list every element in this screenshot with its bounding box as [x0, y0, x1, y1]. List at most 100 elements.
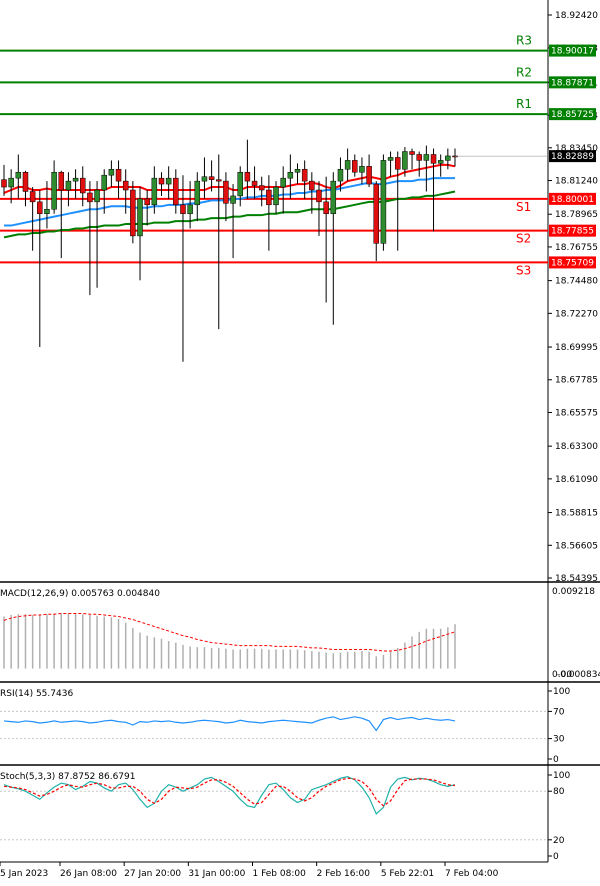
time-tick-label: 27 Jan 20:00: [124, 869, 181, 879]
level-price-box: [549, 224, 596, 237]
candle-bear: [173, 177, 179, 206]
level-price-box: [549, 76, 596, 89]
candle-bear: [180, 204, 186, 214]
candle-bull: [65, 180, 72, 191]
candle-bull: [380, 160, 387, 244]
stoch-tick-label: 100: [553, 771, 570, 781]
price-tick-label: 18.67785: [555, 376, 598, 386]
candle-bull: [187, 204, 193, 214]
stoch-tick-label: 20: [553, 836, 565, 846]
current-price-label: 18.82889: [551, 152, 594, 162]
current-price-box: [549, 150, 596, 163]
candle-bull: [15, 171, 22, 179]
level-price-box: [549, 108, 596, 121]
price-tick-label: 18.56605: [555, 541, 598, 551]
candle-bull: [8, 177, 14, 188]
macd-signal-line: [3, 612, 456, 652]
candle-bull: [165, 177, 172, 185]
macd-axis-bottom: -0.000834: [557, 670, 600, 680]
price-tick-label: 18.54395: [555, 574, 598, 584]
candle-bear: [352, 160, 358, 173]
rsi-tick-label: 30: [553, 735, 565, 745]
price-tick-label: 18.74480: [555, 277, 598, 287]
candle-bear: [301, 169, 308, 182]
candle-bear: [216, 179, 222, 182]
candle-bear: [37, 201, 43, 214]
macd-axis-top: 0.009218: [552, 587, 595, 597]
stoch-tick-label: 80: [553, 787, 565, 797]
candle-bull: [402, 151, 408, 170]
candle-bear: [130, 189, 136, 237]
candle-bear: [244, 171, 251, 182]
price-tick-label: 18.72270: [555, 309, 598, 319]
rsi-line: [3, 716, 456, 732]
candle-bull: [294, 169, 301, 173]
candle-bear: [22, 171, 29, 192]
stoch-d-line: [3, 777, 456, 807]
candle-bull: [423, 154, 430, 161]
macd-panel: MACD(12,26,9) 0.005763 0.004840 0.009218…: [0, 587, 600, 680]
candle-bear: [122, 180, 129, 191]
candle-bear: [208, 176, 215, 180]
candle-bear: [29, 191, 36, 203]
candle-bull: [230, 195, 236, 204]
price-tick-label: 18.78965: [555, 210, 598, 220]
price-tick-label: 18.81240: [555, 177, 598, 187]
candle-bear: [266, 189, 272, 206]
time-tick-label: 31 Jan 00:00: [188, 869, 245, 879]
rsi-label: RSI(14) 55.7436: [0, 689, 73, 699]
rsi-panel: RSI(14) 55.7436 100 70 30 0: [0, 687, 570, 765]
price-panel: 18.9242018.9019318.8787118.8564418.83450…: [0, 11, 598, 584]
candle-bear: [251, 180, 258, 186]
candle-bear: [309, 180, 315, 191]
time-tick-label: 5 Jan 2023: [0, 869, 48, 879]
candle-bear: [366, 166, 372, 185]
moving-average-line: [4, 177, 455, 227]
time-tick-label: 26 Jan 08:00: [60, 869, 117, 879]
macd-label: MACD(12,26,9) 0.005763 0.004840: [0, 589, 160, 599]
price-tick-label: 18.61090: [555, 475, 598, 485]
moving-average-line: [3, 190, 456, 239]
time-tick-label: 1 Feb 08:00: [253, 869, 307, 879]
price-tick-label: 18.65575: [555, 408, 598, 418]
candle-bear: [115, 169, 122, 182]
candle-bull: [237, 171, 243, 197]
candle-bear: [158, 177, 165, 185]
candle-bull: [44, 209, 50, 214]
candle-bull: [280, 177, 286, 188]
candle-bear: [409, 151, 415, 155]
candle-bear: [394, 157, 401, 170]
candle-bull: [151, 177, 158, 206]
time-axis: 5 Jan 2023 26 Jan 08:00 27 Jan 20:00 31 Jan…: [0, 862, 499, 879]
candle-bear: [373, 183, 380, 244]
candle-bull: [273, 186, 279, 206]
candle-bull: [101, 174, 107, 191]
stoch-k-line: [3, 775, 456, 815]
level-price-box: [549, 256, 596, 269]
candle-bull: [359, 166, 365, 173]
stoch-panel: Stoch(5,3,3) 87.8752 86.6791 100 80 20 0: [0, 771, 570, 862]
level-price-label: 18.87871: [551, 78, 594, 88]
candle-bear: [144, 198, 150, 206]
candle-bear: [323, 201, 329, 214]
rsi-tick-label: 100: [553, 687, 570, 697]
level-name-s1: S1: [516, 200, 531, 214]
level-name-r3: R3: [516, 34, 532, 48]
candle-bull: [51, 171, 57, 210]
rsi-tick-label: 0: [553, 755, 559, 765]
candle-bull: [437, 160, 444, 164]
candle-bull: [445, 155, 451, 161]
price-tick-label: 18.76755: [555, 243, 598, 253]
macd-axis-mid: 0.00: [552, 670, 572, 680]
rsi-tick-label: 70: [553, 707, 565, 717]
candle-bear: [416, 154, 422, 161]
price-tick-label: 18.69995: [555, 343, 598, 353]
time-tick-label: 2 Feb 16:00: [317, 869, 371, 879]
time-tick-label: 7 Feb 04:00: [445, 869, 499, 879]
candle-bear: [258, 185, 265, 191]
level-price-label: 18.77855: [551, 227, 594, 237]
price-tick-label: 18.83450: [555, 144, 598, 154]
candle-bear: [223, 180, 229, 204]
candle-bull: [287, 171, 294, 179]
